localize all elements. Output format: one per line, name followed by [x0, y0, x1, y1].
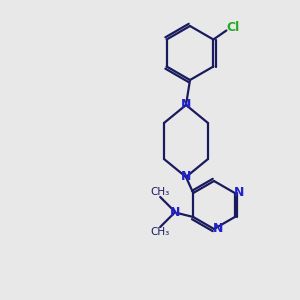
Text: N: N [213, 223, 223, 236]
Text: N: N [170, 206, 180, 218]
Text: N: N [181, 98, 191, 112]
Text: CH₃: CH₃ [151, 187, 170, 197]
Text: N: N [181, 170, 191, 184]
Text: Cl: Cl [227, 21, 240, 34]
Text: N: N [234, 187, 244, 200]
Text: CH₃: CH₃ [151, 227, 170, 237]
